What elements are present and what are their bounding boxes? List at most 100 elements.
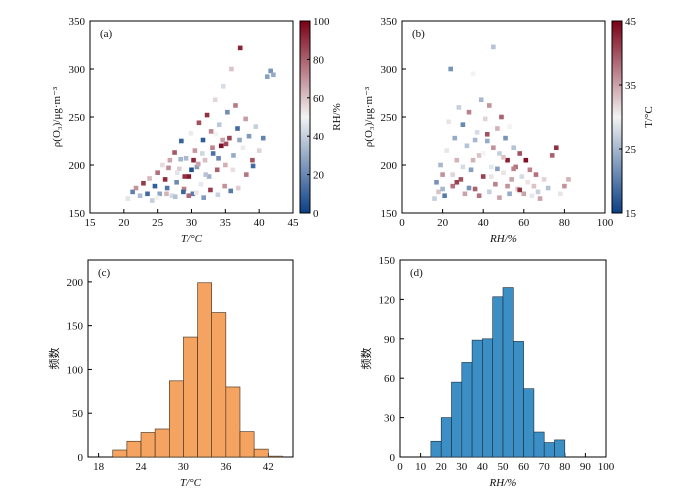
scatter-point: [484, 131, 490, 137]
scatter-point: [478, 97, 484, 103]
scatter-point: [221, 83, 226, 89]
scatter-point: [497, 151, 502, 156]
scatter-point: [448, 66, 454, 72]
scatter-point: [470, 71, 476, 77]
histogram-bar: [512, 341, 524, 458]
histogram-bar: [430, 440, 442, 458]
scatter-point: [157, 191, 162, 197]
scatter-point: [482, 116, 488, 122]
scatter-point: [189, 167, 194, 173]
scatter-point: [476, 193, 482, 199]
y-tick-label: 100: [67, 364, 84, 376]
histogram-bar: [502, 287, 514, 458]
scatter-point: [152, 183, 158, 189]
scatter-point: [533, 172, 539, 177]
scatter-point: [436, 189, 441, 195]
scatter-point: [464, 143, 470, 149]
y-tick-label: 300: [69, 64, 86, 76]
scatter-point: [460, 164, 466, 170]
x-tick-label: 20: [436, 461, 448, 473]
y-axis-label: ρ(O₃)/μg·m⁻³: [51, 86, 63, 147]
scatter-point: [268, 68, 273, 74]
scatter-point: [260, 135, 266, 141]
scatter-point: [188, 131, 194, 136]
scatter-point: [523, 157, 529, 163]
scatter-point: [225, 109, 230, 115]
scatter-point: [511, 166, 516, 172]
scatter-point: [501, 170, 506, 175]
scatter-point: [200, 151, 205, 156]
scatter-point: [491, 145, 496, 151]
colorbar: [611, 20, 623, 214]
scatter-point: [200, 137, 206, 143]
histogram-bar: [211, 312, 227, 458]
scatter-point: [264, 74, 270, 79]
scatter-point: [250, 157, 255, 163]
scatter-point: [452, 135, 458, 141]
scatter-point: [235, 126, 240, 131]
scatter-point: [227, 135, 232, 141]
scatter-point: [243, 116, 248, 122]
scatter-point: [495, 126, 500, 131]
histogram-bar: [112, 449, 128, 458]
scatter-point: [215, 192, 221, 198]
scatter-point: [491, 44, 496, 50]
scatter-point: [223, 141, 229, 147]
scatter-point: [204, 112, 210, 118]
scatter-point: [213, 131, 219, 137]
colorbar-label: T/°C: [643, 106, 655, 128]
scatter-point: [237, 137, 242, 143]
scatter-point: [499, 114, 504, 120]
y-tick-label: 250: [381, 112, 398, 124]
panel-label: (a): [100, 28, 113, 40]
x-tick-label: 80: [559, 217, 571, 229]
scatter-point: [486, 103, 492, 108]
scatter-point: [489, 164, 494, 170]
panel-label: (d): [410, 267, 423, 279]
scatter-point: [222, 183, 227, 189]
scatter-point: [155, 170, 160, 175]
y-tick-label: 150: [379, 255, 396, 267]
scatter-point: [440, 172, 445, 177]
scatter-point: [549, 153, 555, 158]
colorbar-tick-label: 80: [313, 54, 325, 66]
scatter-point: [472, 186, 478, 192]
colorbar-tick-label: 20: [313, 170, 325, 182]
scatter-point: [509, 177, 514, 182]
scatter-point: [216, 122, 222, 127]
scatter-point: [203, 172, 209, 177]
scatter-point: [476, 153, 482, 158]
scatter-point: [164, 191, 169, 197]
colorbar-tick-label: 100: [313, 16, 330, 28]
scatter-point: [233, 103, 238, 108]
x-tick-label: 24: [136, 461, 148, 473]
scatter-point: [527, 167, 533, 173]
scatter-point: [149, 198, 155, 203]
x-tick-label: 80: [559, 461, 571, 473]
scatter-point: [503, 135, 508, 141]
x-tick-label: 90: [580, 461, 592, 473]
scatter-point: [456, 105, 462, 110]
scatter-point: [529, 193, 535, 199]
x-tick-label: 70: [539, 461, 551, 473]
x-tick-label: 60: [518, 217, 530, 229]
scatter-point: [519, 174, 525, 179]
scatter-point: [446, 119, 451, 125]
scatter-point: [250, 163, 256, 169]
plot-frame: [89, 20, 294, 214]
scatter-point: [210, 145, 215, 151]
scatter-point: [537, 196, 543, 201]
y-tick-label: 350: [381, 16, 398, 28]
colorbar-tick-label: 0: [313, 208, 319, 220]
scatter-point: [179, 138, 184, 144]
scatter-point: [562, 183, 567, 189]
scatter-point: [444, 148, 449, 153]
scatter-point: [535, 189, 541, 195]
y-tick-label: 50: [72, 408, 84, 420]
scatter-point: [489, 174, 494, 179]
x-tick-label: 50: [498, 461, 510, 473]
scatter-point: [174, 170, 180, 175]
y-axis-label: 频数: [359, 348, 373, 370]
histogram-bar: [482, 338, 493, 458]
histogram-bar: [543, 442, 555, 458]
